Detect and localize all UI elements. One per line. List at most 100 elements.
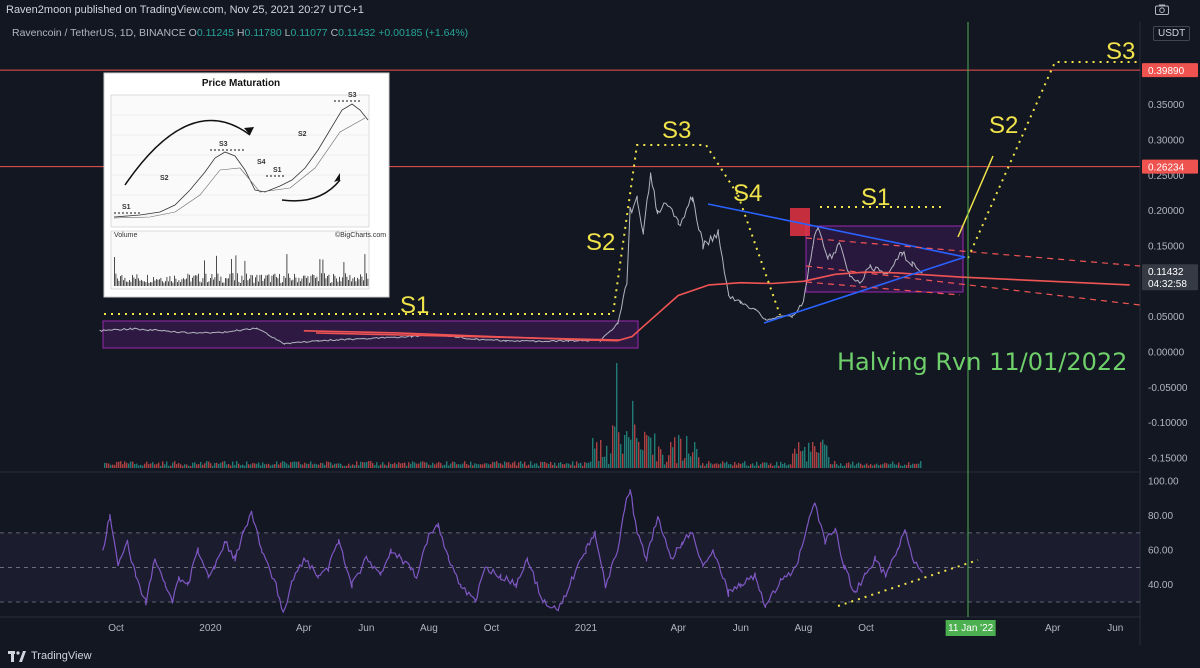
volume-bar: [630, 439, 632, 468]
volume-bar: [902, 465, 904, 468]
volume-bar: [194, 462, 196, 468]
volume-bar: [870, 464, 872, 468]
volume-bar: [488, 464, 490, 468]
volume-bar: [236, 461, 238, 468]
volume-bar: [676, 463, 678, 468]
volume-bar: [126, 462, 128, 468]
camera-icon[interactable]: [1155, 4, 1169, 15]
channel-upper-dashed[interactable]: [805, 237, 1141, 267]
rsi-axis[interactable]: 100.00 80.00 60.00 40.00: [1148, 477, 1179, 592]
volume-bar: [278, 464, 280, 468]
volume-bar: [640, 449, 642, 468]
volume-bar: [868, 465, 870, 468]
inset-volume-bar: [234, 280, 235, 286]
volume-bar: [842, 465, 844, 468]
highlight-box-red[interactable]: [790, 208, 810, 236]
volume-bar: [252, 462, 254, 468]
volume-bar: [428, 464, 430, 468]
time-axis[interactable]: Oct 2020 Apr Jun Aug Oct 2021 Apr Jun Aug Oct 11 Ja…: [108, 620, 1123, 636]
rsi-tick-label: 60.00: [1148, 546, 1173, 557]
volume-bar: [914, 463, 916, 468]
inset-volume-bar: [238, 281, 240, 286]
volume-bar: [274, 464, 276, 468]
channel-lower-dashed[interactable]: [805, 265, 1141, 306]
base-trendline[interactable]: [315, 332, 621, 341]
inset-volume-bar: [196, 275, 198, 286]
inset-volume-bar: [159, 279, 160, 286]
inset-volume-bar: [313, 274, 315, 286]
maturation-path-future[interactable]: [967, 61, 1140, 259]
volume-bar: [664, 464, 666, 468]
inset-volume-label: Volume: [114, 232, 137, 239]
s2-projection-line[interactable]: [957, 155, 994, 238]
volume-bar: [410, 463, 412, 468]
channel-extra-dashed[interactable]: [805, 281, 961, 296]
volume-bar: [650, 437, 652, 468]
inset-label-s4: S4: [257, 159, 266, 166]
volume-bar: [408, 462, 410, 468]
volume-bar: [822, 439, 824, 468]
volume-bar: [222, 461, 224, 468]
volume-bar: [292, 461, 294, 468]
volume-bar: [256, 463, 258, 468]
inset-volume-bar: [208, 281, 210, 286]
volume-bar: [218, 463, 220, 468]
volume-bar: [302, 464, 304, 468]
volume-bar: [162, 461, 164, 468]
volume-bar: [430, 465, 432, 468]
volume-bar: [164, 464, 166, 468]
volume-bar: [742, 462, 744, 468]
volume-bar: [754, 465, 756, 468]
maturation-path-past[interactable]: [104, 144, 739, 315]
inset-label-s1: S1: [122, 204, 131, 211]
s4-decline-line[interactable]: [737, 194, 781, 316]
inset-volume-bar: [244, 260, 246, 286]
volume-bar: [646, 434, 648, 468]
volume-bar: [266, 464, 268, 468]
rsi-series: [102, 489, 923, 614]
high-label: H: [236, 27, 245, 39]
volume-bar: [916, 463, 918, 468]
inset-volume-bar: [198, 273, 199, 286]
volume-bar: [904, 464, 906, 468]
currency-button[interactable]: USDT: [1153, 26, 1191, 41]
footer-bar: [0, 645, 1200, 668]
tradingview-logo[interactable]: TradingView: [8, 650, 92, 662]
volume-bar: [602, 457, 604, 468]
volume-bar: [328, 461, 330, 468]
volume-bar: [472, 465, 474, 468]
volume-bar: [446, 461, 448, 468]
volume-bar: [662, 454, 664, 468]
inset-volume-bar: [258, 281, 259, 286]
volume-bar: [744, 461, 746, 468]
volume-bar: [832, 464, 834, 468]
volume-bar: [452, 461, 454, 468]
rsi-tick-label: 80.00: [1148, 511, 1173, 522]
rsi-tick-label: 40.00: [1148, 580, 1173, 591]
time-tick-label: 2020: [199, 623, 222, 634]
volume-bar: [284, 461, 286, 468]
volume-bar: [138, 465, 140, 468]
triangle-upper-line[interactable]: [707, 203, 966, 258]
volume-bar: [542, 461, 544, 468]
volume-bar: [526, 465, 528, 468]
time-tick-label: Aug: [420, 623, 438, 634]
inset-volume-bar: [190, 281, 192, 286]
consolidation-box-right[interactable]: [805, 225, 964, 293]
volume-bar: [838, 465, 840, 468]
volume-bar: [604, 456, 606, 468]
inset-volume-bar: [118, 280, 120, 286]
time-tick-label: 2021: [575, 623, 598, 634]
inset-volume-bar: [340, 281, 342, 286]
volume-bar: [820, 441, 822, 468]
volume-bar: [518, 462, 520, 468]
inset-volume-bar: [327, 275, 328, 286]
inset-volume-bar: [135, 278, 136, 286]
volume-bar: [386, 465, 388, 468]
chart-canvas[interactable]: S1 S2 S3 S4 S1 S2 S3 Halving Rvn 11/01/2…: [0, 0, 1200, 645]
volume-bar: [850, 464, 852, 468]
triangle-lower-line[interactable]: [763, 256, 966, 324]
volume-bar: [732, 465, 734, 468]
inset-volume-bar: [364, 254, 366, 286]
volume-bar: [704, 465, 706, 468]
